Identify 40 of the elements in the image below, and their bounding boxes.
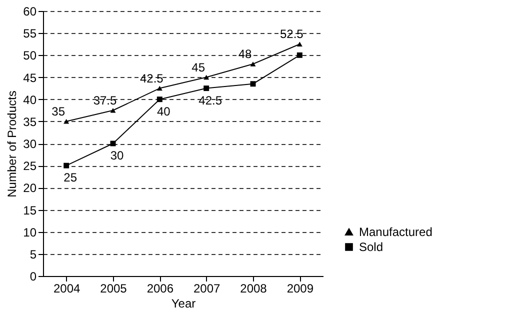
y-tick-label: 60 xyxy=(23,4,37,18)
point xyxy=(204,74,210,80)
legend-label: Manufactured xyxy=(359,225,432,239)
y-tick-label: 45 xyxy=(23,70,37,85)
y-tick-label: 50 xyxy=(23,48,37,63)
x-tick-label: 2005 xyxy=(100,282,128,296)
data-label: 42.5 xyxy=(140,71,164,86)
data-label: 25 xyxy=(64,170,78,185)
x-axis-title: Year xyxy=(171,296,196,310)
point xyxy=(156,86,162,91)
data-label: 52.5 xyxy=(280,27,304,42)
point xyxy=(250,62,256,66)
x-tick-label: 2008 xyxy=(240,282,268,296)
y-tick-label: 5 xyxy=(30,247,37,262)
data-label: 30 xyxy=(110,148,124,162)
data-label: 35 xyxy=(52,104,66,118)
x-tick-label: 2004 xyxy=(53,282,81,296)
point xyxy=(296,52,302,58)
point xyxy=(250,81,256,87)
y-axis-title: Number of Products xyxy=(5,90,20,198)
x-tick-label: 2007 xyxy=(193,282,221,296)
x-tick-label: 2006 xyxy=(146,282,174,296)
y-tick-label: 20 xyxy=(23,181,37,196)
point xyxy=(64,162,70,168)
point xyxy=(204,86,210,92)
point xyxy=(156,96,162,102)
data-label: 40 xyxy=(156,104,171,118)
y-tick-label: 25 xyxy=(23,159,37,174)
y-tick-label: 0 xyxy=(30,270,37,284)
point xyxy=(296,42,302,46)
point xyxy=(64,119,70,124)
y-tick-label: 35 xyxy=(23,114,37,129)
x-tick-label: 2009 xyxy=(286,282,314,296)
data-label: 45 xyxy=(192,60,206,74)
y-tick-label: 40 xyxy=(23,92,37,107)
y-tick-label: 55 xyxy=(23,26,37,41)
y-tick-label: 30 xyxy=(23,137,37,151)
legend-label: Sold xyxy=(359,240,384,254)
y-tick-label: 10 xyxy=(23,225,37,240)
y-tick-label: 15 xyxy=(23,203,37,218)
